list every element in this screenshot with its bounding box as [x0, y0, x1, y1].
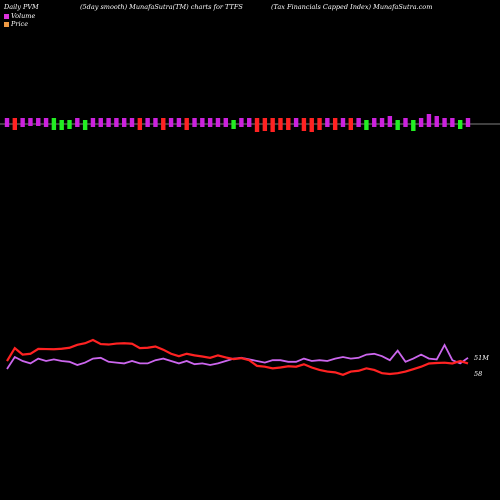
pvm-bar	[387, 116, 393, 127]
volume-end-label: 51M	[474, 354, 489, 362]
pvm-bar	[301, 118, 307, 131]
pvm-bar	[379, 118, 385, 127]
pvm-bar	[4, 118, 10, 127]
pvm-bar	[364, 120, 369, 130]
pvm-bar	[309, 118, 314, 132]
pvm-bar	[270, 118, 275, 132]
pvm-bar	[395, 120, 400, 130]
pvm-bar	[348, 118, 353, 130]
pvm-bar	[129, 118, 135, 127]
price-end-label: 58	[474, 370, 482, 378]
legend-volume: Volume	[4, 12, 35, 20]
chart-title: Daily PVM	[4, 3, 39, 11]
pvm-bar	[20, 118, 25, 127]
pvm-bar	[293, 118, 299, 127]
pvm-bar	[207, 118, 213, 127]
legend-price-label: Price	[11, 20, 29, 28]
pvm-bar	[36, 118, 41, 126]
pvm-bar	[418, 118, 424, 127]
pvm-bar	[286, 118, 291, 130]
pvm-bar	[12, 118, 18, 130]
volume-swatch	[4, 13, 9, 19]
pvm-bar	[231, 120, 236, 129]
pvm-bar	[168, 118, 174, 127]
pvm-bar	[192, 118, 197, 127]
pvm-bar	[82, 120, 88, 130]
pvm-bar	[442, 118, 447, 127]
pvm-bar	[67, 120, 72, 129]
legend-price: Price	[4, 20, 28, 28]
pvm-bar	[356, 118, 361, 127]
pvm-bar	[98, 118, 103, 127]
pvm-bar	[106, 118, 111, 127]
pvm-bar	[176, 118, 182, 127]
pvm-bar	[200, 118, 205, 127]
pvm-bar	[254, 118, 260, 132]
pvm-bar	[450, 118, 455, 127]
price-swatch	[4, 21, 9, 27]
price-line	[6, 338, 469, 376]
pvm-bar	[332, 118, 338, 130]
pvm-bar	[317, 118, 322, 130]
pvm-bar	[153, 118, 158, 127]
legend-volume-label: Volume	[11, 12, 36, 20]
pvm-bar	[137, 118, 143, 130]
pvm-bar	[372, 118, 377, 127]
site-label: (Tax Financials Capped Index) MunafaSutr…	[271, 3, 433, 11]
pvm-bar	[51, 118, 57, 130]
pvm-bar	[145, 118, 150, 127]
pvm-bar	[90, 118, 96, 127]
pvm-bar	[457, 120, 463, 129]
pvm-bar	[161, 118, 166, 130]
pvm-bar	[247, 118, 252, 127]
pvm-bar	[43, 118, 49, 127]
pvm-bar	[465, 118, 471, 127]
pvm-bar	[75, 118, 80, 127]
volume-line	[6, 343, 469, 370]
pvm-bar	[184, 118, 189, 130]
pvm-bar	[223, 118, 228, 127]
pvm-bar	[434, 116, 439, 127]
pvm-bar	[215, 118, 221, 127]
pvm-bar	[278, 118, 283, 130]
pvm-bars	[4, 114, 471, 132]
pvm-bar	[239, 118, 244, 127]
chart-subtitle: (5day smooth) MunafaSutra(TM) charts for…	[80, 3, 243, 11]
pvm-bar	[122, 118, 127, 127]
pvm-bar	[340, 118, 346, 127]
pvm-bar	[426, 114, 432, 127]
pvm-bar	[28, 118, 33, 126]
pvm-bar	[262, 118, 268, 131]
pvm-bar	[325, 118, 330, 127]
pvm-bar	[114, 118, 119, 127]
pvm-bar	[59, 120, 64, 130]
pvm-bar	[411, 120, 416, 131]
pvm-bar	[403, 118, 408, 127]
